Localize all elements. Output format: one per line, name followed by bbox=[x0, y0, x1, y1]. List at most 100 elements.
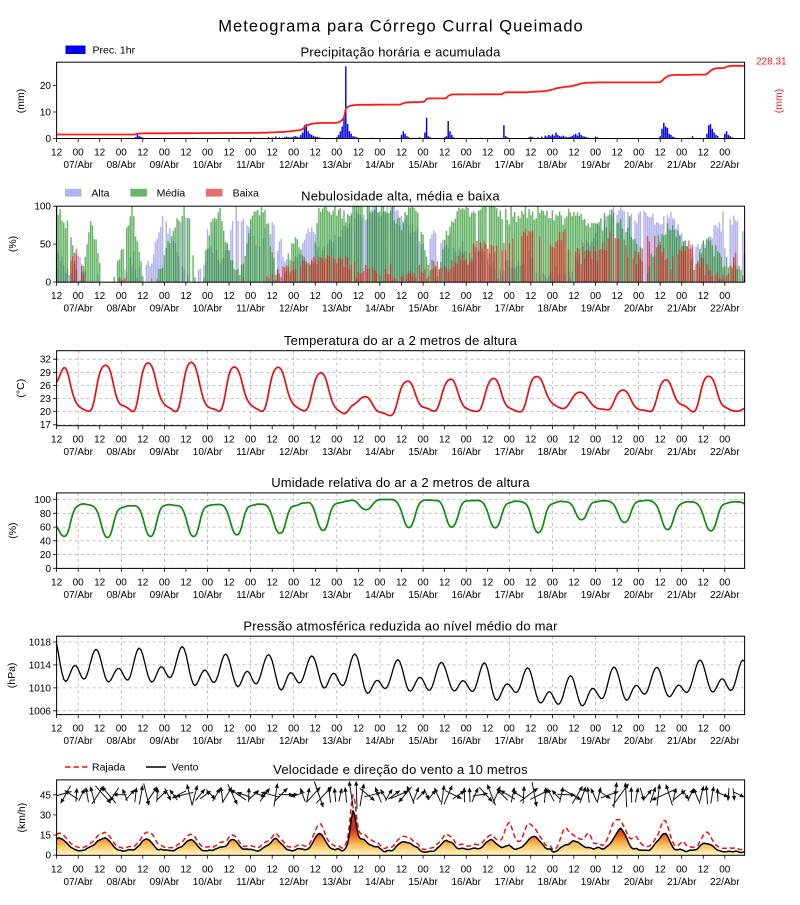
svg-text:12: 12 bbox=[612, 724, 624, 735]
svg-text:(mm): (mm) bbox=[773, 89, 785, 114]
svg-text:228.31: 228.31 bbox=[756, 57, 787, 68]
svg-text:12: 12 bbox=[439, 577, 451, 588]
svg-text:12: 12 bbox=[612, 291, 624, 302]
svg-text:12: 12 bbox=[396, 291, 408, 302]
svg-text:19/Abr: 19/Abr bbox=[581, 447, 611, 458]
svg-text:00: 00 bbox=[504, 864, 516, 875]
svg-text:12: 12 bbox=[655, 864, 667, 875]
svg-text:12: 12 bbox=[482, 577, 494, 588]
svg-text:14/Abr: 14/Abr bbox=[365, 447, 395, 458]
svg-text:80: 80 bbox=[40, 509, 52, 520]
svg-text:00: 00 bbox=[418, 148, 430, 159]
svg-text:12: 12 bbox=[353, 724, 365, 735]
svg-text:09/Abr: 09/Abr bbox=[150, 160, 180, 171]
svg-text:07/Abr: 07/Abr bbox=[63, 590, 93, 601]
svg-text:12/Abr: 12/Abr bbox=[279, 160, 309, 171]
svg-text:00: 00 bbox=[73, 577, 85, 588]
svg-text:00: 00 bbox=[590, 435, 602, 446]
svg-text:00: 00 bbox=[202, 577, 214, 588]
svg-text:07/Abr: 07/Abr bbox=[63, 877, 93, 888]
svg-text:00: 00 bbox=[374, 577, 386, 588]
svg-text:00: 00 bbox=[676, 291, 688, 302]
svg-text:00: 00 bbox=[116, 435, 128, 446]
svg-text:00: 00 bbox=[461, 435, 473, 446]
svg-text:12: 12 bbox=[310, 577, 322, 588]
svg-text:17/Abr: 17/Abr bbox=[495, 590, 525, 601]
svg-text:07/Abr: 07/Abr bbox=[63, 736, 93, 747]
svg-text:00: 00 bbox=[159, 864, 171, 875]
svg-text:12: 12 bbox=[137, 864, 149, 875]
svg-text:22/Abr: 22/Abr bbox=[710, 736, 740, 747]
svg-text:23: 23 bbox=[40, 394, 52, 405]
svg-text:12: 12 bbox=[612, 864, 624, 875]
svg-text:13/Abr: 13/Abr bbox=[322, 304, 352, 315]
svg-text:18/Abr: 18/Abr bbox=[538, 736, 568, 747]
svg-text:00: 00 bbox=[590, 724, 602, 735]
svg-text:Temperatura do ar a 2 metros d: Temperatura do ar a 2 metros de altura bbox=[284, 333, 518, 348]
svg-text:12: 12 bbox=[525, 435, 537, 446]
svg-text:50: 50 bbox=[40, 240, 52, 251]
svg-text:17: 17 bbox=[40, 420, 52, 431]
svg-text:16/Abr: 16/Abr bbox=[451, 160, 481, 171]
svg-text:12: 12 bbox=[655, 577, 667, 588]
svg-text:12: 12 bbox=[180, 864, 192, 875]
svg-text:00: 00 bbox=[504, 291, 516, 302]
svg-text:12: 12 bbox=[396, 577, 408, 588]
svg-text:12: 12 bbox=[310, 291, 322, 302]
svg-text:(%): (%) bbox=[7, 236, 19, 252]
svg-text:12: 12 bbox=[612, 577, 624, 588]
svg-text:00: 00 bbox=[418, 435, 430, 446]
svg-text:00: 00 bbox=[633, 291, 645, 302]
svg-text:22/Abr: 22/Abr bbox=[710, 590, 740, 601]
svg-text:00: 00 bbox=[159, 435, 171, 446]
svg-text:16/Abr: 16/Abr bbox=[451, 304, 481, 315]
svg-text:12/Abr: 12/Abr bbox=[279, 590, 309, 601]
svg-text:11/Abr: 11/Abr bbox=[236, 304, 265, 315]
svg-text:00: 00 bbox=[547, 864, 559, 875]
svg-text:Precipitação horária e acumula: Precipitação horária e acumulada bbox=[300, 44, 501, 59]
svg-text:12: 12 bbox=[223, 864, 235, 875]
svg-text:Pressão atmosférica reduzida a: Pressão atmosférica reduzida ao nível mé… bbox=[243, 618, 558, 633]
svg-text:1010: 1010 bbox=[29, 683, 52, 694]
svg-text:00: 00 bbox=[288, 864, 300, 875]
svg-text:22/Abr: 22/Abr bbox=[710, 160, 740, 171]
svg-text:12/Abr: 12/Abr bbox=[279, 736, 309, 747]
svg-text:15/Abr: 15/Abr bbox=[408, 877, 438, 888]
svg-text:12: 12 bbox=[655, 724, 667, 735]
svg-text:00: 00 bbox=[73, 864, 85, 875]
svg-text:00: 00 bbox=[116, 291, 128, 302]
svg-text:12: 12 bbox=[51, 148, 63, 159]
svg-text:00: 00 bbox=[73, 724, 85, 735]
svg-text:00: 00 bbox=[116, 148, 128, 159]
svg-text:16/Abr: 16/Abr bbox=[451, 590, 481, 601]
svg-text:00: 00 bbox=[719, 291, 731, 302]
svg-text:29: 29 bbox=[40, 368, 52, 379]
svg-text:12: 12 bbox=[137, 724, 149, 735]
svg-text:Média: Média bbox=[157, 188, 186, 200]
svg-text:10/Abr: 10/Abr bbox=[193, 447, 223, 458]
svg-text:08/Abr: 08/Abr bbox=[107, 447, 137, 458]
svg-text:12: 12 bbox=[698, 724, 710, 735]
svg-text:12: 12 bbox=[137, 577, 149, 588]
svg-text:16/Abr: 16/Abr bbox=[451, 736, 481, 747]
svg-text:12: 12 bbox=[655, 148, 667, 159]
svg-text:00: 00 bbox=[331, 577, 343, 588]
svg-text:00: 00 bbox=[719, 724, 731, 735]
svg-text:14/Abr: 14/Abr bbox=[365, 877, 395, 888]
svg-text:12: 12 bbox=[267, 724, 279, 735]
svg-text:18/Abr: 18/Abr bbox=[538, 590, 568, 601]
svg-text:Vento: Vento bbox=[172, 762, 199, 774]
svg-text:12: 12 bbox=[94, 291, 106, 302]
svg-text:21/Abr: 21/Abr bbox=[667, 736, 697, 747]
svg-text:08/Abr: 08/Abr bbox=[107, 590, 137, 601]
svg-text:0: 0 bbox=[45, 278, 51, 289]
svg-text:19/Abr: 19/Abr bbox=[581, 304, 611, 315]
svg-text:12/Abr: 12/Abr bbox=[279, 877, 309, 888]
svg-text:15/Abr: 15/Abr bbox=[408, 736, 438, 747]
svg-text:12: 12 bbox=[568, 148, 580, 159]
svg-text:00: 00 bbox=[461, 724, 473, 735]
svg-text:11/Abr: 11/Abr bbox=[236, 590, 265, 601]
svg-text:(°C): (°C) bbox=[15, 379, 27, 398]
svg-text:10/Abr: 10/Abr bbox=[193, 590, 223, 601]
svg-text:17/Abr: 17/Abr bbox=[495, 877, 525, 888]
